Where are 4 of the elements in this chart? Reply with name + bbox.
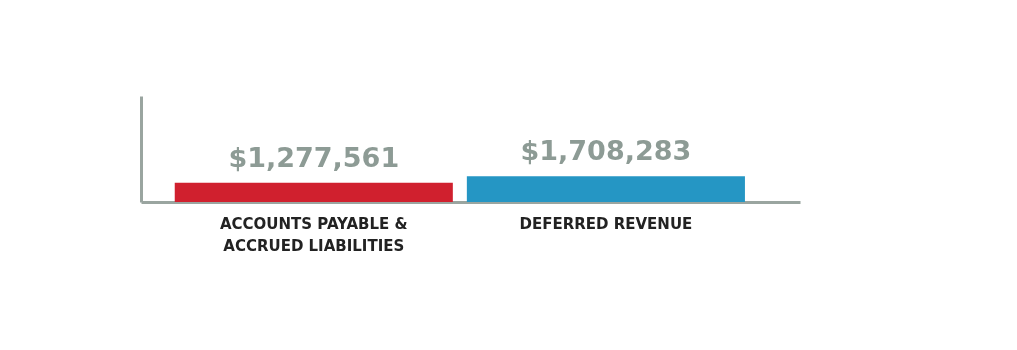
data-label: $1,277,561 <box>228 141 400 173</box>
x-tick-label: ACCOUNTS PAYABLE & ACCRUED LIABILITIES <box>219 214 408 255</box>
data-label: $1,708,283 <box>520 135 692 167</box>
x-tick-label: DEFERRED REVENUE <box>519 214 693 233</box>
